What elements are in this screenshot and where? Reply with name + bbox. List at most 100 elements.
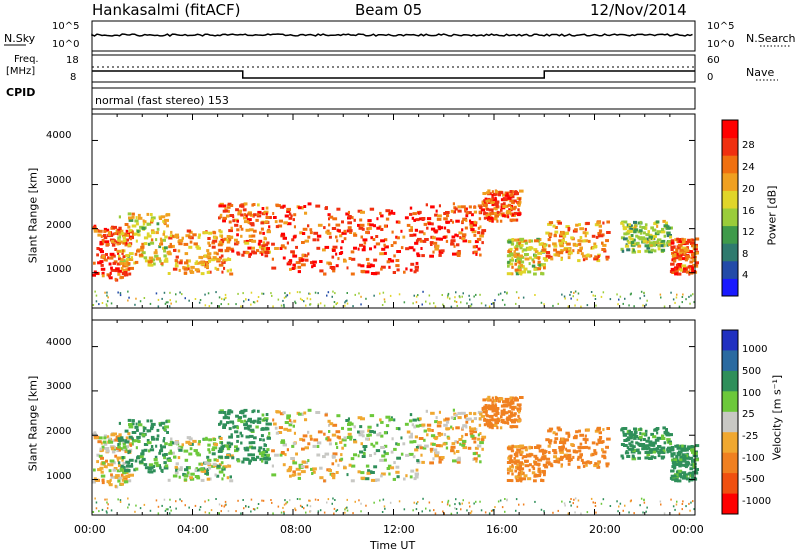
power-cell [481, 229, 487, 233]
power-cell [599, 234, 604, 238]
power-cell [188, 259, 191, 263]
velocity-cell [110, 509, 113, 512]
power-cell [660, 248, 666, 252]
power-cell [129, 266, 134, 270]
velocity-cell [117, 498, 119, 501]
velocity-cell [163, 437, 166, 440]
velocity-cell [381, 454, 386, 458]
power-cell [343, 237, 347, 241]
velocity-cell [204, 500, 206, 503]
power-cell [373, 258, 378, 262]
power-cell [360, 235, 363, 239]
velocity-cell [165, 420, 168, 424]
velocity-cell [456, 460, 461, 464]
power-cell [141, 226, 146, 230]
velocity-cell [163, 461, 167, 465]
power-cell [118, 235, 122, 239]
power-cell [332, 269, 336, 273]
power-cell [112, 261, 116, 265]
velocity-cell [117, 476, 122, 480]
velocity-cell [304, 446, 309, 450]
velocity-cell [494, 413, 498, 417]
power-cell [470, 221, 474, 224]
power-cell [114, 277, 117, 281]
velocity-cell [570, 504, 572, 507]
power-cell [575, 223, 579, 227]
power-cell [511, 256, 514, 260]
velocity-cell [570, 498, 572, 500]
velocity-cell [288, 419, 292, 423]
power-cell [151, 258, 156, 262]
velocity-cell [147, 467, 152, 471]
velocity-cell [92, 511, 95, 513]
power-cell [326, 229, 330, 233]
velocity-cell [212, 462, 217, 466]
power-cell [163, 248, 166, 252]
velocity-cell [200, 469, 206, 473]
power-cell [510, 206, 513, 210]
velocity-cell [662, 449, 666, 453]
velocity-cell [482, 410, 487, 414]
power-cell [687, 238, 692, 242]
velocity-cell [99, 447, 103, 451]
power-cell [127, 267, 131, 271]
power-cell [396, 250, 401, 253]
power-cell [301, 299, 303, 301]
velocity-cell [120, 473, 124, 477]
power-cell [307, 235, 311, 239]
power-cell [426, 217, 432, 221]
power-cell [585, 257, 588, 261]
velocity-cell [365, 464, 370, 468]
power-cell [465, 211, 469, 215]
power-cell [434, 230, 438, 234]
velocity-cell [450, 425, 453, 429]
velocity-cell [507, 471, 510, 475]
power-cell [107, 256, 110, 260]
velocity-cell [495, 411, 499, 415]
velocity-cell [419, 446, 424, 450]
power-cell [184, 297, 186, 300]
power-cell [207, 237, 211, 240]
velocity-cell [670, 474, 675, 478]
velocity-cell [636, 448, 640, 452]
velocity-cell [669, 442, 673, 446]
velocity-cell [648, 457, 653, 460]
power-cell [406, 223, 411, 227]
velocity-cell [280, 511, 283, 514]
velocity-cell [421, 510, 423, 513]
power-cell [574, 290, 577, 293]
velocity-cell [149, 509, 152, 512]
velocity-cell [492, 509, 494, 512]
power-cell [511, 238, 514, 241]
velocity-cell [118, 433, 122, 437]
velocity-cell [319, 476, 324, 480]
velocity-cell [298, 463, 303, 467]
power-cell [125, 229, 129, 233]
velocity-cell [489, 418, 494, 422]
velocity-cell [518, 477, 523, 481]
velocity-cell [227, 416, 230, 420]
velocity-cell [655, 427, 660, 430]
velocity-cell [683, 474, 687, 478]
power-cell [504, 214, 509, 218]
velocity-cell [501, 418, 505, 422]
power-cell [146, 234, 152, 238]
velocity-cell [510, 411, 514, 415]
velocity-cell [508, 414, 513, 418]
power-cell [435, 237, 441, 241]
velocity-cell [274, 426, 278, 430]
velocity-cell [566, 449, 571, 453]
power-cell [462, 292, 464, 295]
velocity-cell [513, 397, 519, 401]
velocity-cell [203, 437, 208, 441]
velocity-cell [236, 459, 241, 463]
power-cell [237, 212, 242, 216]
velocity-cell [101, 461, 106, 465]
power-cell [302, 227, 308, 231]
velocity-cell [644, 429, 648, 433]
velocity-cell [227, 409, 232, 413]
power-cell [473, 210, 477, 214]
power-cell [563, 248, 567, 252]
velocity-cell [151, 465, 156, 468]
velocity-cell [101, 481, 105, 485]
